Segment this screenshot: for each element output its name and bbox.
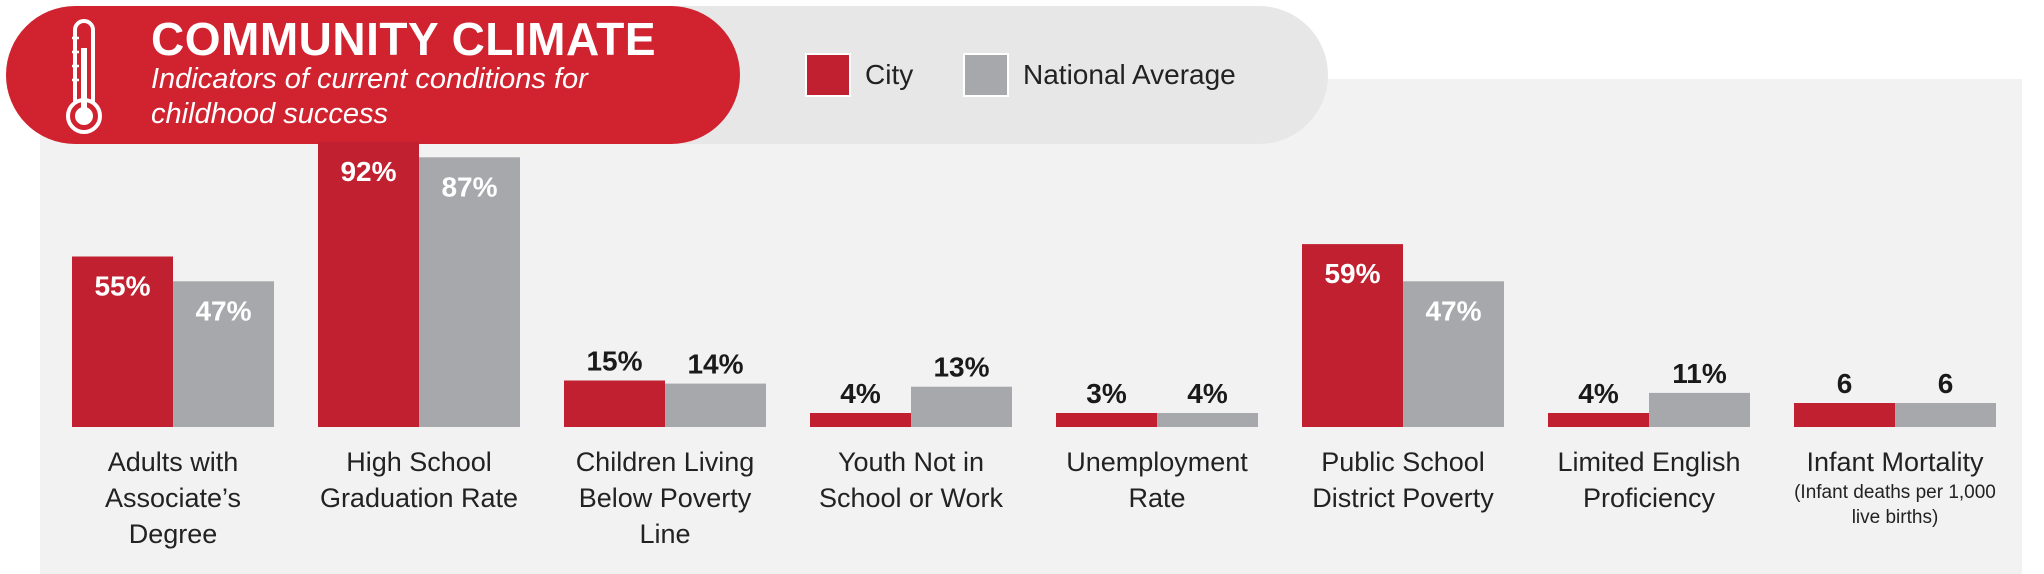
bar-city-1 — [318, 141, 419, 428]
data-label-city-0: 55% — [94, 271, 150, 302]
data-label-national-7: 6 — [1938, 368, 1954, 399]
data-label-national-4: 4% — [1187, 378, 1228, 409]
bar-national-7 — [1895, 403, 1996, 427]
page-subtitle: Indicators of current conditions for chi… — [151, 63, 588, 130]
category-label-1: High School Graduation Rate — [307, 444, 531, 516]
bar-national-5 — [1403, 281, 1504, 427]
data-label-city-6: 4% — [1578, 378, 1619, 409]
bar-city-2 — [564, 380, 665, 427]
legend-label-national: National Average — [1023, 59, 1236, 90]
title-banner — [6, 6, 740, 144]
data-label-national-1: 87% — [441, 171, 497, 202]
data-label-national-2: 14% — [687, 349, 743, 380]
bar-national-2 — [665, 383, 766, 427]
legend-item-city: City — [805, 52, 913, 98]
category-label-text: Public School District Poverty — [1312, 447, 1494, 513]
page-title: COMMUNITY CLIMATE — [151, 13, 657, 65]
bar-city-6 — [1548, 413, 1649, 427]
legend-swatch-national — [963, 53, 1009, 97]
bar-city-5 — [1302, 244, 1403, 427]
data-label-city-2: 15% — [586, 346, 642, 377]
data-label-city-3: 4% — [840, 378, 881, 409]
bar-national-1 — [419, 157, 520, 428]
category-label-7: Infant Mortality (Infant deaths per 1,000… — [1783, 444, 2007, 530]
legend-label-city: City — [865, 59, 914, 90]
data-label-national-0: 47% — [195, 295, 251, 326]
category-label-6: Limited English Proficiency — [1537, 444, 1761, 516]
category-label-text: Youth Not in School or Work — [818, 447, 1004, 513]
category-label-text: Children Living Below Poverty Line — [575, 447, 755, 549]
bar-city-3 — [810, 413, 911, 427]
bar-national-4 — [1157, 413, 1258, 427]
category-label-text: Limited English Proficiency — [1557, 447, 1741, 513]
bar-city-4 — [1056, 413, 1157, 427]
bar-national-6 — [1649, 392, 1750, 427]
category-label-text: Adults with Associate’s Degree — [104, 447, 242, 549]
category-label-4: Unemployment Rate — [1045, 444, 1269, 516]
bar-national-3 — [911, 386, 1012, 427]
category-label-text: High School Graduation Rate — [319, 447, 519, 513]
data-label-city-5: 59% — [1324, 258, 1380, 289]
bar-national-0 — [173, 281, 274, 427]
legend-swatch-city — [805, 53, 851, 97]
data-label-national-3: 13% — [933, 352, 989, 383]
thermometer-icon — [66, 19, 102, 134]
data-label-city-4: 3% — [1086, 378, 1127, 409]
legend-item-national: National Average — [963, 52, 1236, 98]
data-label-city-1: 92% — [340, 156, 396, 187]
data-label-city-7: 6 — [1837, 368, 1853, 399]
category-label-2: Children Living Below Poverty Line — [553, 444, 777, 552]
bar-city-7 — [1794, 403, 1895, 427]
category-label-text: Infant Mortality — [1806, 447, 1984, 477]
category-label-note: (Infant deaths per 1,000 live births) — [1794, 482, 1996, 528]
category-label-text: Unemployment Rate — [1066, 447, 1248, 513]
data-label-national-5: 47% — [1425, 295, 1481, 326]
bar-city-0 — [72, 256, 173, 427]
category-label-5: Public School District Poverty — [1291, 444, 1515, 516]
category-label-0: Adults with Associate’s Degree — [61, 444, 285, 552]
category-label-3: Youth Not in School or Work — [799, 444, 1023, 516]
data-label-national-6: 11% — [1672, 358, 1727, 389]
